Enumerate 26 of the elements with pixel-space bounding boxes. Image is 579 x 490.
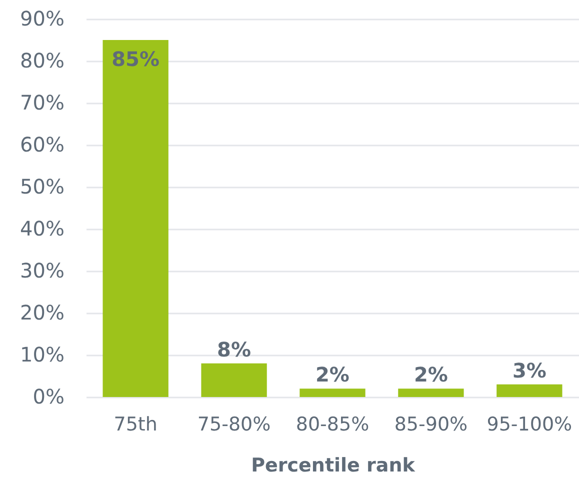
- bar: [496, 384, 562, 397]
- y-tick-label: 60%: [20, 132, 64, 156]
- y-tick-label: 30%: [20, 258, 64, 282]
- y-tick-label: 20%: [20, 300, 64, 324]
- data-label: 8%: [217, 337, 252, 362]
- bar: [201, 363, 267, 397]
- data-label: 3%: [512, 358, 546, 382]
- x-tick-label: 75th: [114, 414, 158, 436]
- y-tick-label: 70%: [20, 90, 64, 114]
- data-label: 2%: [316, 362, 350, 387]
- y-tick-label: 0%: [32, 384, 64, 408]
- bar: [300, 388, 366, 397]
- data-label: 2%: [414, 362, 448, 387]
- y-tick-label: 50%: [20, 174, 64, 198]
- y-tick-label: 80%: [20, 48, 64, 72]
- y-tick-label: 10%: [20, 342, 64, 366]
- x-tick-label: 75-80%: [197, 414, 271, 436]
- bar: [102, 40, 168, 397]
- x-tick-label: 80-85%: [296, 414, 370, 436]
- x-axis-title: Percentile rank: [251, 454, 416, 476]
- data-label: 85%: [112, 47, 160, 71]
- bar: [398, 388, 464, 397]
- x-tick-label: 95-100%: [486, 414, 572, 436]
- y-tick-label: 40%: [20, 216, 64, 240]
- y-tick-label: 90%: [20, 6, 64, 30]
- x-tick-label: 85-90%: [394, 414, 468, 436]
